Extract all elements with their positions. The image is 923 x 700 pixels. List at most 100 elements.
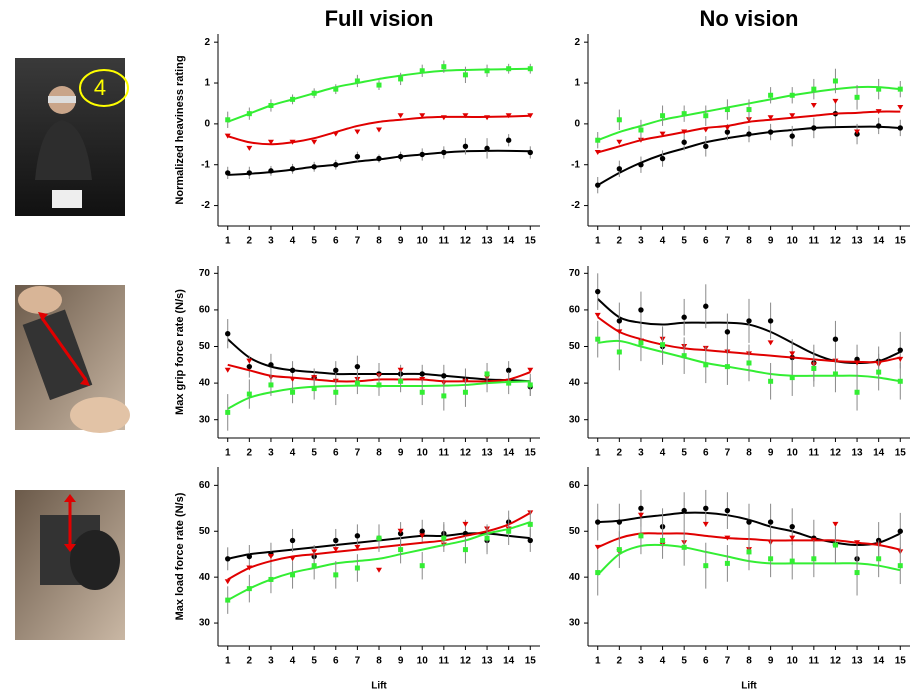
x-tick-label: 12 [460, 448, 472, 459]
x-tick-label: 2 [247, 656, 253, 667]
y-tick-label: 60 [199, 305, 211, 316]
x-tick-label: 4 [660, 236, 666, 247]
x-tick-label: 13 [481, 236, 493, 247]
x-tick-label: 14 [503, 448, 515, 459]
data-point [855, 570, 860, 575]
data-point [225, 598, 230, 603]
y-tick-label: 50 [569, 526, 581, 537]
x-tick-label: 7 [355, 236, 361, 247]
data-point [811, 556, 816, 561]
data-point [376, 128, 382, 133]
data-point [463, 72, 468, 77]
y-tick-label: -2 [201, 200, 210, 211]
x-tick-label: 12 [830, 236, 842, 247]
x-tick-label: 15 [895, 236, 907, 247]
data-point [333, 538, 338, 543]
figure: 4 -2-1012123456789101112131415Full visio… [0, 0, 923, 695]
data-point [897, 105, 903, 110]
data-point [876, 556, 881, 561]
x-tick-label: 5 [681, 656, 687, 667]
data-point [268, 362, 273, 367]
data-point [811, 103, 817, 108]
y-tick-label: 1 [574, 78, 580, 89]
x-tick-label: 1 [595, 448, 601, 459]
data-point [268, 103, 273, 108]
x-tick-label: 15 [525, 656, 537, 667]
x-tick-label: 5 [681, 236, 687, 247]
x-tick-label: 4 [290, 656, 296, 667]
x-tick-label: 8 [376, 656, 382, 667]
data-point [768, 340, 774, 345]
x-tick-label: 8 [376, 448, 382, 459]
data-point [377, 536, 382, 541]
data-point [595, 337, 600, 342]
x-tick-label: 14 [873, 236, 885, 247]
data-point [246, 359, 252, 364]
data-point [638, 340, 643, 345]
panel: -2-1012123456789101112131415No vision [571, 6, 910, 247]
data-point [832, 99, 838, 104]
y-tick-label: 1 [204, 78, 210, 89]
x-axis-label: Lift [371, 681, 387, 692]
data-point [528, 66, 533, 71]
y-tick-label: 70 [199, 268, 211, 279]
x-tick-label: 8 [746, 448, 752, 459]
panel-title: Full vision [325, 6, 434, 31]
data-point [225, 368, 231, 373]
y-tick-label: 60 [569, 305, 581, 316]
data-point [441, 393, 446, 398]
data-point [247, 364, 252, 369]
x-tick-label: 8 [376, 236, 382, 247]
data-point [376, 568, 382, 573]
data-point [485, 536, 490, 541]
data-point [247, 586, 252, 591]
data-point [463, 547, 468, 552]
data-point [768, 129, 773, 134]
data-point [333, 390, 338, 395]
data-point [790, 93, 795, 98]
data-point [660, 156, 665, 161]
fit-curve [228, 69, 531, 122]
x-tick-label: 7 [355, 656, 361, 667]
data-point [355, 533, 360, 538]
data-point [376, 156, 381, 161]
data-point [398, 113, 404, 118]
data-point [485, 371, 490, 376]
data-point [703, 563, 708, 568]
x-tick-label: 14 [873, 656, 885, 667]
data-point [247, 170, 252, 175]
data-point [681, 140, 686, 145]
x-tick-label: 3 [268, 656, 274, 667]
data-point [703, 128, 709, 133]
y-tick-label: 30 [569, 618, 581, 629]
data-point [725, 364, 730, 369]
x-tick-label: 3 [268, 448, 274, 459]
data-point [747, 107, 752, 112]
data-point [898, 347, 903, 352]
data-point [876, 370, 881, 375]
data-point [617, 547, 622, 552]
x-tick-label: 11 [439, 448, 450, 459]
x-tick-label: 10 [787, 656, 799, 667]
data-point [290, 377, 296, 382]
x-tick-label: 9 [768, 656, 774, 667]
data-point [682, 111, 687, 116]
data-point [290, 556, 296, 561]
x-tick-label: 10 [787, 236, 799, 247]
data-point [506, 66, 511, 71]
data-point [595, 289, 600, 294]
data-point [833, 78, 838, 83]
data-point [638, 533, 643, 538]
x-tick-label: 13 [851, 448, 863, 459]
data-point [768, 519, 773, 524]
data-point [420, 68, 425, 73]
data-point [333, 572, 338, 577]
data-point [617, 117, 622, 122]
x-tick-label: 1 [595, 236, 601, 247]
x-tick-label: 11 [439, 236, 450, 247]
data-point [768, 556, 773, 561]
data-point [441, 373, 446, 378]
data-point [355, 565, 360, 570]
data-point [703, 506, 708, 511]
